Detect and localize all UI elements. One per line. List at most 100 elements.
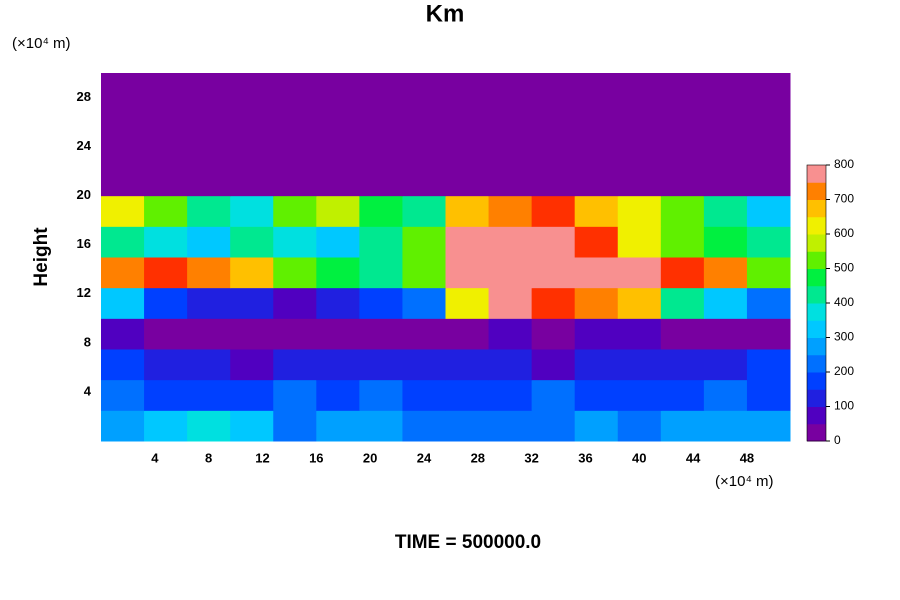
heatmap-cell [660, 73, 705, 105]
heatmap-cell [617, 410, 662, 442]
heatmap-cell [316, 379, 360, 411]
heatmap-cell [703, 410, 748, 442]
heatmap-cell [144, 257, 188, 289]
colorbar-band [807, 182, 826, 200]
heatmap-cell [703, 195, 748, 227]
colorbar-tick-label: 100 [834, 399, 854, 413]
heatmap-cell [746, 379, 791, 411]
heatmap-cell [660, 195, 705, 227]
heatmap-cell [144, 73, 188, 105]
heatmap-cell [703, 73, 748, 105]
y-tick-label: 12 [77, 285, 91, 300]
heatmap-cell [617, 73, 662, 105]
heatmap-cell [187, 226, 231, 258]
heatmap-cell [230, 226, 274, 258]
heatmap-cell [703, 349, 748, 381]
heatmap-cell [359, 226, 403, 258]
heatmap-cell [746, 165, 791, 197]
colorbar-band [807, 268, 826, 287]
heatmap-cell [316, 195, 360, 227]
chart-title: Km [426, 0, 465, 27]
colorbar-tick-label: 200 [834, 364, 854, 378]
heatmap-cell [660, 165, 705, 197]
heatmap-cell [445, 134, 490, 166]
heatmap-cell [273, 73, 317, 105]
heatmap-cell [273, 257, 317, 289]
heatmap-cell [574, 134, 619, 166]
heatmap-cell [531, 165, 576, 197]
heatmap-cell [273, 349, 317, 381]
heatmap-cell [703, 379, 748, 411]
x-tick-label: 8 [205, 450, 212, 465]
heatmap-cell [230, 195, 274, 227]
heatmap-cell [359, 73, 403, 105]
heatmap-cell [187, 195, 231, 227]
heatmap-cell [531, 73, 576, 105]
heatmap-cell [359, 287, 403, 319]
heatmap-cell [230, 379, 274, 411]
heatmap-cell [144, 103, 188, 135]
x-tick-label: 40 [632, 450, 646, 465]
heatmap-cell [101, 287, 145, 319]
y-axis-label: Height [31, 227, 52, 287]
heatmap-cell [273, 379, 317, 411]
heatmap-cell [531, 195, 576, 227]
heatmap-cell [144, 410, 188, 442]
heatmap-cell [660, 287, 705, 319]
heatmap-cell [187, 103, 231, 135]
heatmap-cell [617, 103, 662, 135]
heatmap-cell [531, 257, 576, 289]
heatmap-cell [617, 318, 662, 350]
heatmap-cell [617, 226, 662, 258]
heatmap-cell [316, 73, 360, 105]
heatmap-cell [703, 103, 748, 135]
heatmap-cell [187, 134, 231, 166]
colorbar-tick-label: 800 [834, 157, 854, 171]
heatmap-cell [316, 318, 360, 350]
heatmap-cell [660, 257, 705, 289]
heatmap-cell [445, 318, 490, 350]
heatmap-cell [574, 379, 619, 411]
heatmap-cell [402, 103, 446, 135]
heatmap-cell [703, 134, 748, 166]
heatmap-cell [445, 287, 490, 319]
heatmap-cell [617, 165, 662, 197]
heatmap-cell [316, 257, 360, 289]
heatmap-cell [660, 103, 705, 135]
heatmap-cell [402, 73, 446, 105]
x-tick-label: 4 [151, 450, 159, 465]
heatmap-cell [746, 410, 791, 442]
colorbar-band [807, 406, 826, 425]
y-tick-label: 4 [84, 383, 92, 398]
heatmap-cell [531, 134, 576, 166]
heatmap-cell [574, 195, 619, 227]
heatmap-cell [230, 410, 274, 442]
heatmap-cell [746, 287, 791, 319]
heatmap-cell [660, 379, 705, 411]
heatmap-cell [660, 349, 705, 381]
heatmap-cell [273, 226, 317, 258]
heatmap-cell [230, 318, 274, 350]
heatmap-cell [101, 257, 145, 289]
x-tick-label: 24 [417, 450, 432, 465]
colorbar-band [807, 251, 826, 269]
heatmap-cell [617, 379, 662, 411]
heatmap-cell [230, 287, 274, 319]
heatmap-cell [359, 195, 403, 227]
heatmap-cell [402, 318, 446, 350]
heatmap-cell [660, 318, 705, 350]
y-unit: (×10⁴ m) [12, 35, 71, 52]
heatmap-cell [402, 287, 446, 319]
heatmap-cell [187, 257, 231, 289]
heatmap-cell [617, 349, 662, 381]
heatmap-cell [531, 349, 576, 381]
heatmap-cell [445, 410, 490, 442]
heatmap-cell [574, 349, 619, 381]
heatmap-cell [488, 410, 533, 442]
heatmap-cell [660, 410, 705, 442]
heatmap-cell [531, 287, 576, 319]
heatmap-cell [445, 165, 490, 197]
colorbar-band [807, 165, 826, 183]
y-tick-label: 28 [77, 89, 91, 104]
